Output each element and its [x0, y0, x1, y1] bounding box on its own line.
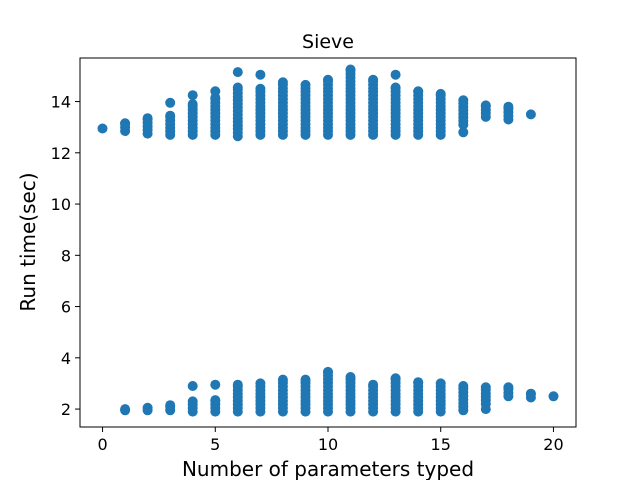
y-tick-label: 2 [61, 400, 71, 419]
point-upper [277, 77, 288, 88]
point-lower [390, 373, 401, 384]
x-tick-label: 15 [431, 435, 451, 454]
point-upper [300, 79, 311, 90]
point-upper [503, 101, 514, 112]
point-upper [368, 74, 379, 85]
point-lower [210, 395, 221, 406]
point-lower [323, 366, 333, 377]
point-upper [323, 74, 333, 85]
point-lower [458, 381, 469, 391]
y-axis-label: Run time(sec) [16, 172, 40, 311]
point-outlier [210, 379, 221, 390]
y-tick-label: 12 [51, 144, 71, 163]
point-lower [142, 402, 153, 413]
point-lower [165, 400, 176, 411]
point-lower [368, 379, 379, 390]
point-outlier [458, 127, 469, 138]
point-outlier [255, 69, 266, 80]
point-lower [525, 388, 536, 399]
x-tick-label: 10 [318, 435, 338, 454]
point-upper [165, 110, 176, 121]
point-upper [525, 109, 536, 120]
point-upper [142, 113, 153, 124]
point-upper [97, 123, 108, 134]
point-outlier [210, 86, 221, 97]
x-tick-label: 20 [543, 435, 563, 454]
x-tick-label: 5 [210, 435, 220, 454]
point-outlier [187, 381, 198, 391]
point-lower [255, 378, 266, 389]
x-axis-ticks: 0 5 10 15 20 [97, 427, 564, 454]
point-lower [548, 391, 559, 402]
data-points [97, 64, 559, 417]
y-tick-label: 4 [61, 349, 71, 368]
point-lower [413, 377, 424, 388]
point-lower [300, 374, 311, 385]
point-upper [458, 95, 469, 106]
y-tick-label: 14 [51, 93, 71, 112]
point-upper [187, 99, 198, 110]
x-tick-label: 0 [97, 435, 107, 454]
y-tick-label: 8 [61, 246, 71, 265]
point-upper [120, 118, 131, 129]
point-outlier [165, 97, 176, 108]
point-upper [232, 82, 243, 93]
point-lower [480, 382, 491, 393]
x-axis-label: Number of parameters typed [182, 457, 474, 480]
point-lower [345, 372, 356, 382]
y-axis-ticks: 2 4 6 8 10 12 14 [51, 93, 80, 419]
chart-title: Sieve [302, 31, 354, 53]
y-tick-label: 6 [61, 298, 71, 317]
point-upper [435, 88, 446, 99]
point-lower [503, 382, 514, 393]
point-upper [390, 82, 401, 93]
plot-frame [79, 57, 577, 428]
point-lower [435, 378, 446, 389]
point-upper [480, 100, 491, 111]
point-upper [413, 86, 424, 97]
point-upper [255, 83, 266, 94]
point-lower [187, 396, 198, 407]
y-tick-label: 10 [51, 195, 71, 214]
point-outlier [390, 69, 401, 80]
point-lower [277, 374, 288, 385]
point-lower [120, 404, 131, 415]
point-outlier [480, 404, 491, 415]
point-upper [345, 64, 356, 75]
point-lower [232, 379, 243, 390]
point-outlier [187, 90, 198, 101]
point-outlier [232, 67, 243, 78]
